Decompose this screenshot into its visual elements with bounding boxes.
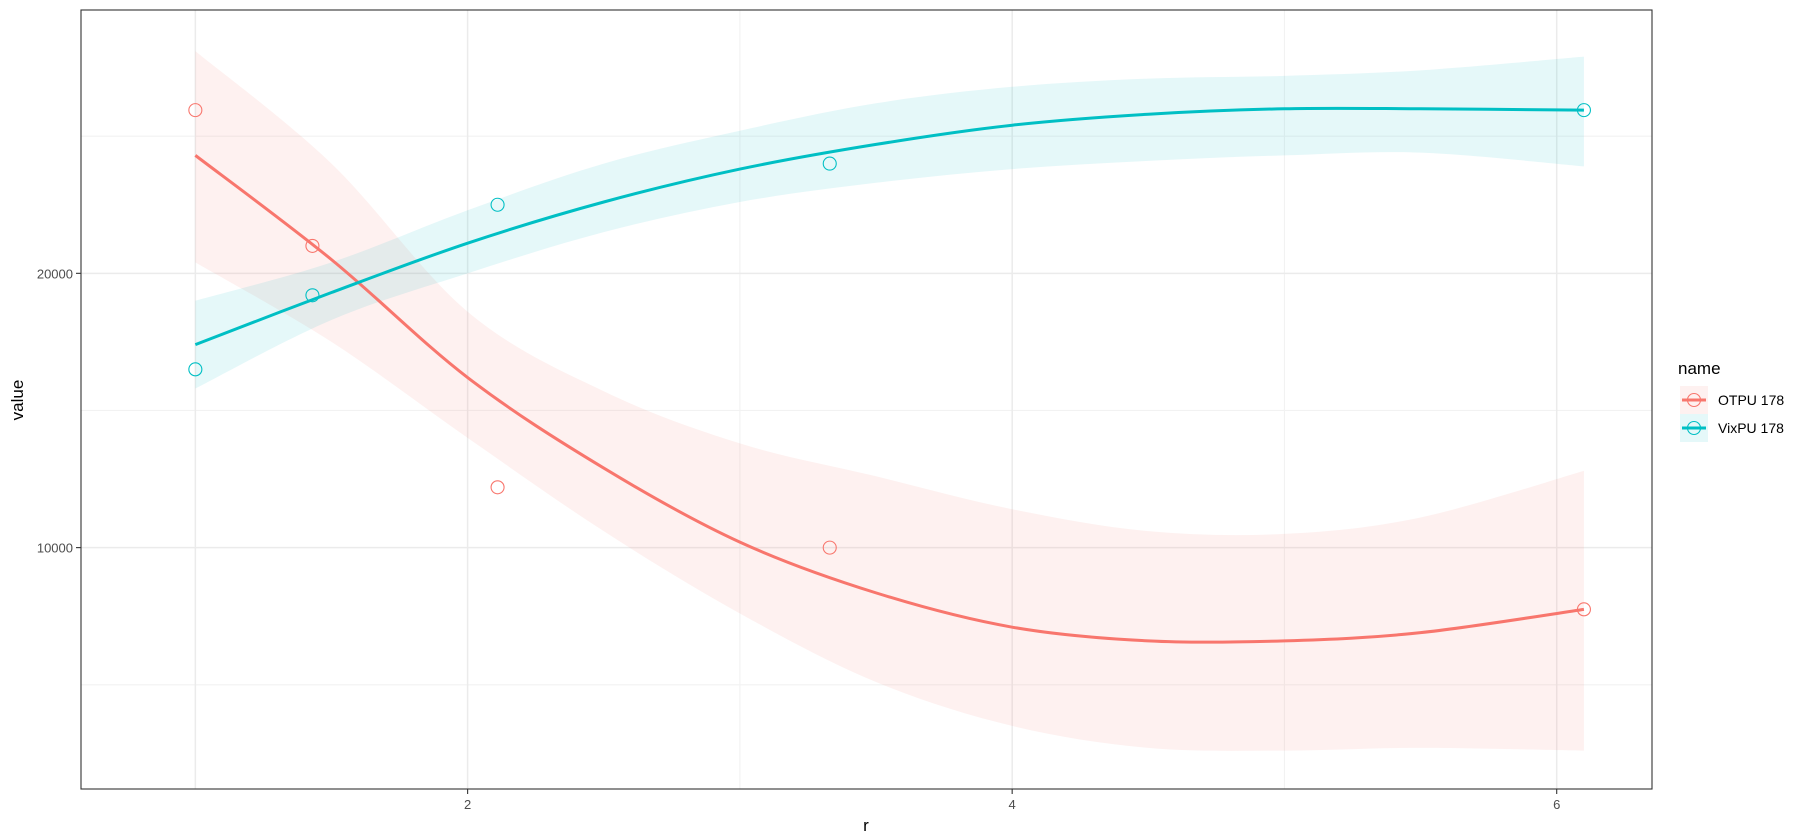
- plot-panel: [81, 10, 1652, 789]
- x-tick-label: 4: [1009, 797, 1016, 812]
- data-point: [188, 103, 203, 118]
- data-point: [305, 288, 320, 303]
- confidence-ribbons: [195, 51, 1584, 751]
- data-point: [1576, 602, 1591, 617]
- legend-title: name: [1678, 359, 1721, 378]
- legend-label: VixPU 178: [1718, 420, 1784, 436]
- fit-line: [194, 154, 1585, 644]
- y-axis: 10000 20000: [37, 266, 81, 556]
- confidence-band: [195, 51, 1584, 751]
- major-gridlines: [81, 10, 1652, 789]
- y-tick-label: 10000: [37, 541, 73, 556]
- data-point: [490, 197, 505, 212]
- minor-gridlines: [81, 10, 1652, 789]
- plot-border: [80, 9, 1653, 790]
- x-axis: 2 4 6: [464, 789, 1560, 812]
- data-point: [1576, 103, 1591, 118]
- fit-line: [194, 106, 1584, 347]
- legend: name OTPU 178 VixPU 178: [1678, 359, 1784, 442]
- legend-label: OTPU 178: [1718, 392, 1784, 408]
- data-point: [490, 480, 505, 495]
- y-tick-label: 20000: [37, 266, 73, 281]
- y-axis-title: value: [8, 380, 27, 421]
- confidence-band: [195, 56, 1584, 389]
- data-point: [305, 238, 320, 253]
- x-axis-title: r: [863, 816, 869, 835]
- fit-lines: [194, 106, 1585, 644]
- data-point: [822, 156, 837, 171]
- x-tick-label: 6: [1553, 797, 1560, 812]
- x-tick-label: 2: [464, 797, 471, 812]
- data-points: [188, 103, 1591, 617]
- legend-key-point: [1686, 392, 1702, 408]
- data-point: [188, 362, 203, 377]
- legend-key-point: [1686, 420, 1702, 436]
- data-point: [822, 540, 837, 555]
